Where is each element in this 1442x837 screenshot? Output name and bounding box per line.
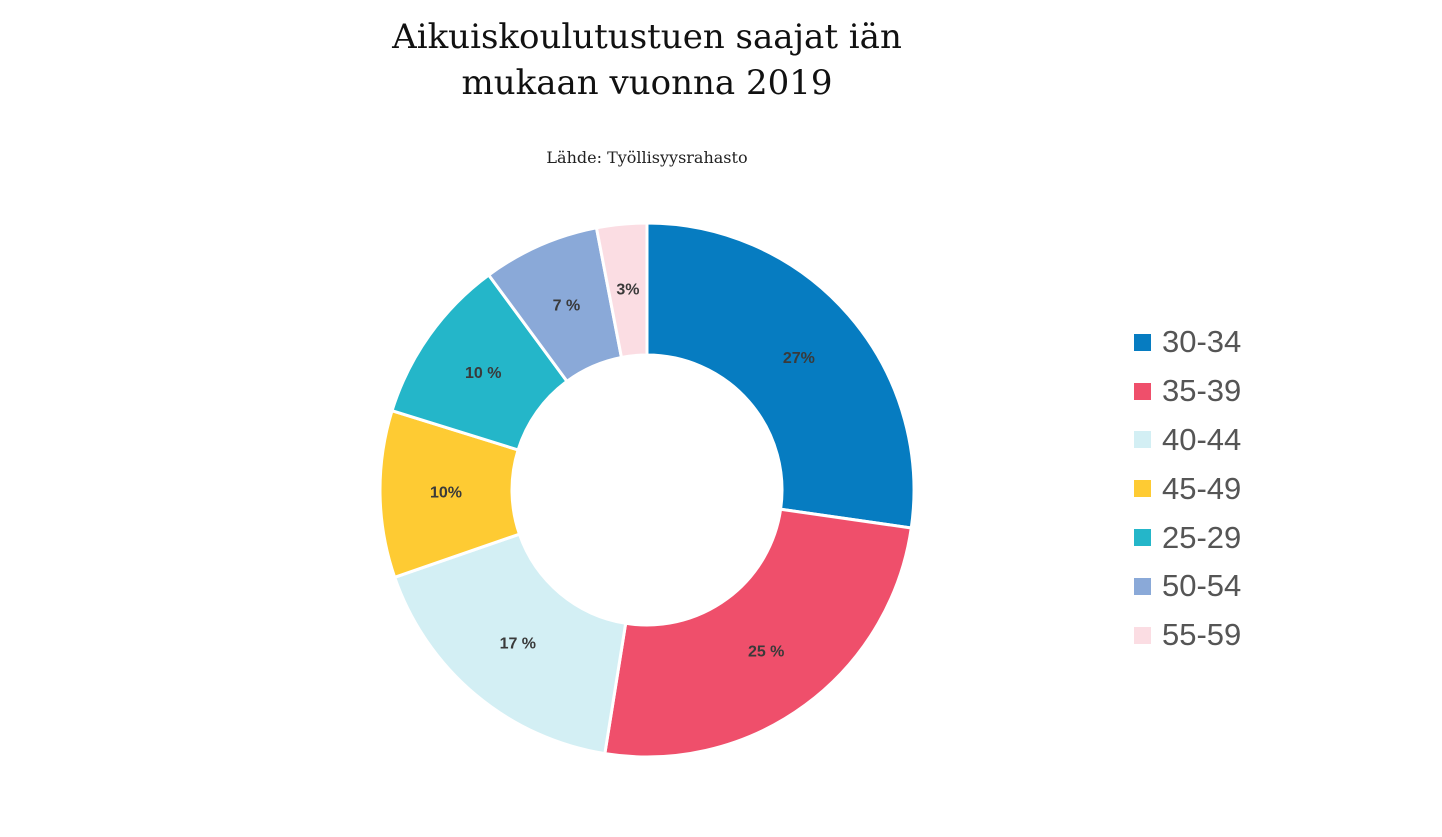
slice-value-label-25-29: 10 % <box>465 365 501 382</box>
legend-item-55-59: 55-59 <box>1134 611 1241 660</box>
legend-label: 50-54 <box>1162 568 1242 604</box>
slice-value-label-35-39: 25 % <box>748 643 784 660</box>
legend-label: 25-29 <box>1162 519 1242 555</box>
legend-item-25-29: 25-29 <box>1134 513 1241 562</box>
slice-value-label-40-44: 17 % <box>500 635 536 652</box>
legend-item-40-44: 40-44 <box>1134 416 1241 465</box>
slice-value-label-30-34: 27% <box>783 350 815 367</box>
chart-legend: 30-34 35-39 40-44 45-49 25-29 50-54 55-59 <box>1134 318 1241 660</box>
donut-slice-30-34 <box>645 221 916 530</box>
legend-item-35-39: 35-39 <box>1134 367 1241 416</box>
legend-label: 35-39 <box>1162 373 1242 409</box>
chart-title-line-2: mukaan vuonna 2019 <box>461 63 833 103</box>
legend-item-50-54: 50-54 <box>1134 562 1241 611</box>
donut-slice-40-44 <box>392 532 628 756</box>
legend-label: 55-59 <box>1162 617 1242 653</box>
legend-label: 45-49 <box>1162 470 1242 506</box>
legend-item-30-34: 30-34 <box>1134 318 1241 367</box>
legend-swatch <box>1134 382 1151 400</box>
donut-slice-35-39 <box>603 507 913 759</box>
legend-label: 40-44 <box>1162 421 1242 457</box>
chart-title: Aikuiskoulutustuen saajat iän mukaan vuo… <box>297 14 997 106</box>
legend-item-45-49: 45-49 <box>1134 464 1241 513</box>
legend-swatch <box>1134 626 1151 644</box>
legend-label: 30-34 <box>1162 324 1242 360</box>
legend-swatch <box>1134 480 1151 498</box>
legend-swatch <box>1134 529 1151 547</box>
legend-swatch <box>1134 333 1151 351</box>
slice-value-label-45-49: 10% <box>430 485 462 502</box>
slice-value-label-50-54: 7 % <box>553 297 581 314</box>
legend-swatch <box>1134 431 1151 449</box>
chart-subtitle: Lähde: Työllisyysrahasto <box>546 148 748 167</box>
chart-title-line-1: Aikuiskoulutustuen saajat iän <box>392 17 902 57</box>
donut-slice-55-59 <box>594 221 649 360</box>
slice-value-label-55-59: 3% <box>616 281 639 298</box>
legend-swatch <box>1134 577 1151 595</box>
